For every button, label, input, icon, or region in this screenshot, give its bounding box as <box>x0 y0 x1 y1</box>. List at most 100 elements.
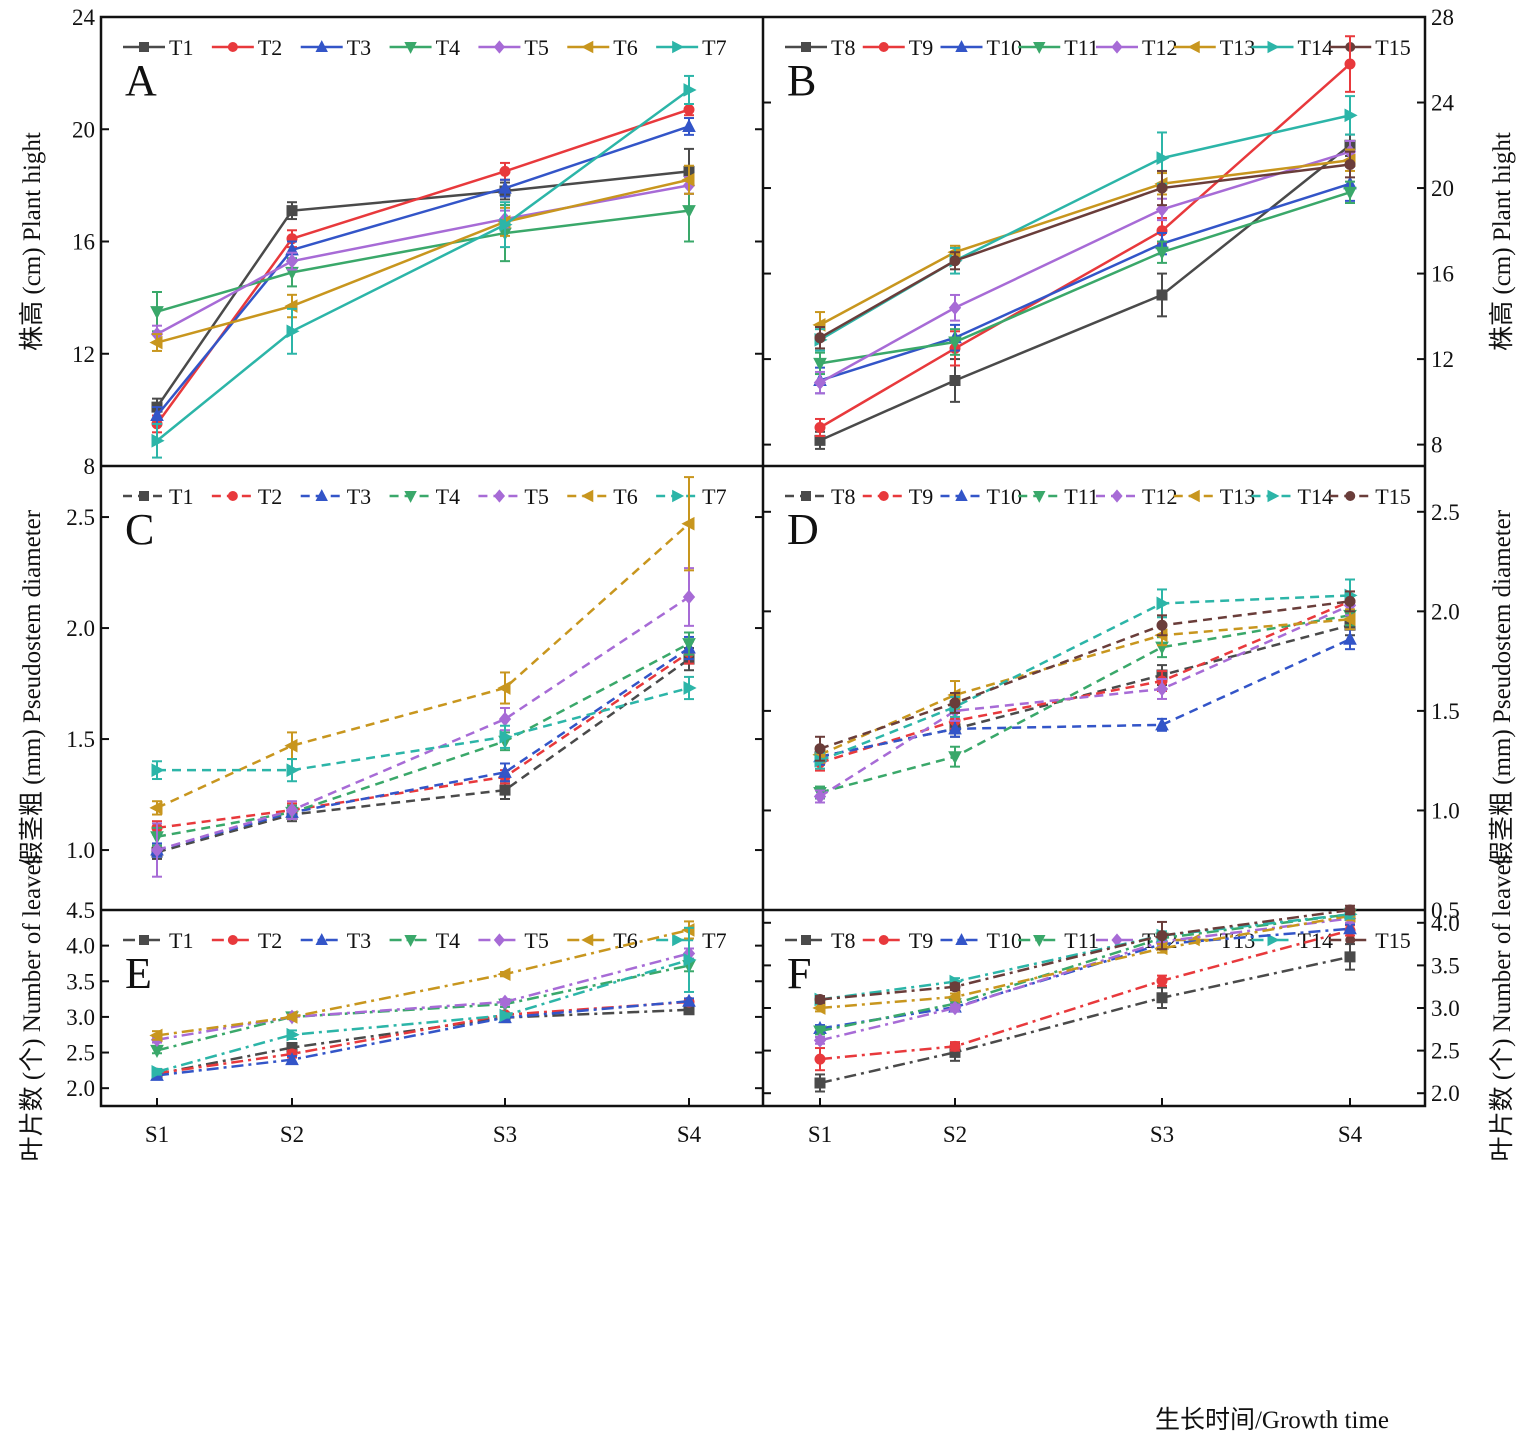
data-point <box>1344 904 1356 916</box>
series-line <box>156 209 690 313</box>
y-tick-label: 12 <box>1431 347 1454 372</box>
legend-marker <box>801 491 811 501</box>
legend-label: T10 <box>987 35 1022 60</box>
legend-marker <box>1267 489 1280 503</box>
legend-label: T7 <box>702 35 726 60</box>
data-point <box>682 205 696 219</box>
data-point <box>814 332 826 344</box>
series-T4 <box>150 631 696 847</box>
data-point <box>949 697 961 709</box>
y-tick-label: 2.0 <box>1431 599 1460 624</box>
legend-label: T12 <box>1142 35 1177 60</box>
legend-marker <box>1187 40 1200 54</box>
data-point <box>1343 186 1357 200</box>
legend-label: T14 <box>1298 484 1333 509</box>
data-point <box>286 763 300 777</box>
data-point <box>948 336 962 350</box>
data-point <box>949 981 961 993</box>
series-line <box>156 928 690 1037</box>
series-line <box>156 125 690 417</box>
data-point <box>150 407 164 421</box>
series-line <box>156 651 690 830</box>
series-line <box>819 955 1351 1085</box>
series-T1 <box>151 147 695 417</box>
series-T15 <box>814 590 1356 762</box>
legend-label: T10 <box>987 484 1022 509</box>
y-axis-title: 株高 (cm) Plant hight <box>18 132 46 351</box>
legend-marker <box>227 42 238 52</box>
series-line <box>819 594 1351 762</box>
series-line <box>156 647 690 852</box>
series-line <box>156 958 690 1073</box>
y-tick-label: 16 <box>1431 262 1454 287</box>
y-axis-title: 假茎粗 (mm) Pseudostem diameter <box>18 509 46 866</box>
legend-marker <box>493 933 506 947</box>
series-line <box>819 144 1351 442</box>
data-point <box>285 1052 299 1066</box>
data-point <box>498 180 512 194</box>
y-tick-label: 20 <box>72 117 95 142</box>
legend-marker <box>1187 489 1200 503</box>
y-tick-label: 4.5 <box>66 898 95 923</box>
series-line <box>819 159 1351 326</box>
data-point <box>949 374 961 386</box>
data-point <box>498 994 512 1010</box>
legend-label: T11 <box>1064 484 1099 509</box>
data-point <box>1156 289 1168 301</box>
legend-marker <box>581 489 594 503</box>
x-tick-label: S1 <box>808 1122 832 1147</box>
panel-letter: A <box>125 56 157 105</box>
y-axis-title: 株高 (cm) Plant hight <box>1488 132 1516 351</box>
legend-label: T8 <box>831 928 855 953</box>
panel-letter: D <box>787 505 819 554</box>
legend-marker <box>672 40 685 54</box>
legend-marker <box>1345 491 1356 501</box>
series-T15 <box>814 150 1356 350</box>
data-point <box>1344 595 1356 607</box>
legend-marker <box>955 40 968 52</box>
data-point <box>1344 58 1356 70</box>
data-point <box>284 738 298 753</box>
series-T2 <box>151 640 695 836</box>
data-point <box>682 118 696 132</box>
y-tick-label: 24 <box>1431 91 1455 116</box>
data-point <box>1156 975 1168 987</box>
y-tick-label: 2.5 <box>66 505 95 530</box>
legend-label: T3 <box>347 35 371 60</box>
data-point <box>948 1000 962 1016</box>
data-point <box>285 253 299 269</box>
data-point <box>499 1008 513 1023</box>
series-T13 <box>812 909 1356 1015</box>
x-tick-label: S2 <box>943 1122 967 1147</box>
legend-marker <box>878 491 889 501</box>
data-point <box>1344 159 1356 171</box>
series-T10 <box>813 165 1357 395</box>
data-point <box>149 335 163 350</box>
legend-marker <box>1111 40 1123 54</box>
series-line <box>156 595 690 852</box>
data-point <box>1343 631 1357 645</box>
data-point <box>1343 921 1357 935</box>
legend-label: T4 <box>436 35 460 60</box>
data-point <box>1156 596 1170 611</box>
legend-marker <box>139 491 149 501</box>
y-axis-title: 假茎粗 (mm) Pseudostem diameter <box>1488 509 1516 866</box>
data-point <box>151 763 165 777</box>
legend-label: T10 <box>987 928 1022 953</box>
data-point <box>1342 612 1356 627</box>
data-point <box>286 1027 300 1042</box>
data-point <box>1156 992 1168 1004</box>
series-T7 <box>151 675 697 783</box>
series-T1 <box>151 1004 695 1080</box>
data-point <box>1155 681 1169 697</box>
data-point <box>683 681 697 695</box>
legend-label: T1 <box>169 928 193 953</box>
legend-label: T15 <box>1375 928 1410 953</box>
data-point <box>949 1040 961 1052</box>
panel-C: 1.0 1.5 2.0 2.5 假茎粗 (mm) Pseudostem diameter… <box>18 476 763 878</box>
data-point <box>499 165 511 177</box>
legend-label: T11 <box>1064 35 1099 60</box>
y-tick-label: 8 <box>1431 433 1443 458</box>
legend-label: T3 <box>347 928 371 953</box>
